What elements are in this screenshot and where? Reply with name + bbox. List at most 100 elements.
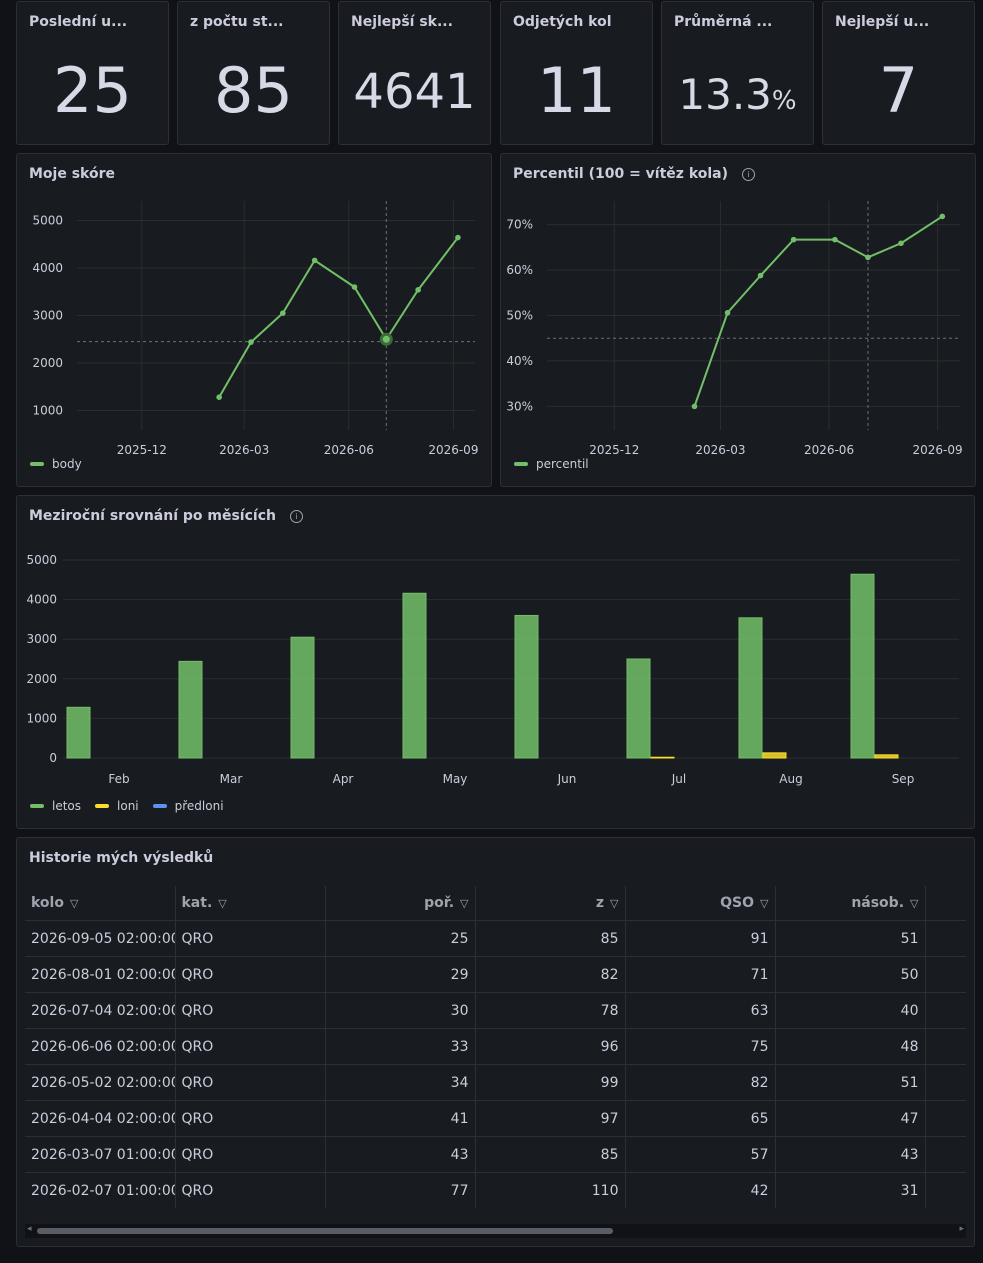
- stat-panel-best-rank[interactable]: Nejlepší u... 7: [822, 1, 975, 145]
- data-point: [790, 236, 797, 243]
- x-tick-label: May: [443, 772, 468, 786]
- cell-kat: QRO: [175, 1028, 326, 1065]
- y-tick-label: 2000: [26, 672, 57, 686]
- stat-panel-rounds[interactable]: Odjetých kol 11: [500, 1, 653, 145]
- bar-letos: [514, 614, 539, 759]
- table-row[interactable]: 2026-05-02 02:00:00 QRO 34 99 82 51: [25, 1064, 966, 1101]
- data-point: [691, 403, 698, 410]
- yoy-chart[interactable]: 0 1000 2000 3000 4000 5000 Feb Mar Apr May Jun Jul A…: [17, 496, 974, 828]
- y-tick-label: 0: [49, 751, 57, 765]
- legend-item[interactable]: loni: [95, 799, 139, 813]
- legend-item[interactable]: percentil: [514, 457, 589, 471]
- legend-label: percentil: [536, 457, 589, 471]
- cell-more: [925, 956, 966, 993]
- column-header-por[interactable]: poř. ▽: [325, 886, 476, 921]
- y-tick-label: 1000: [32, 404, 63, 418]
- cell-por: 41: [325, 1100, 476, 1137]
- table-row[interactable]: 2026-02-07 01:00:00 QRO 77 110 42 31: [25, 1172, 966, 1208]
- stat-panel-best-score[interactable]: Nejlepší sk... 4641: [338, 1, 491, 145]
- data-point: [939, 213, 946, 220]
- stat-value: 13.3%: [678, 70, 797, 119]
- score-chart[interactable]: 1000 2000 3000 4000 5000 2025-12 2026-03 2026-0…: [17, 154, 491, 486]
- chart-legend: body: [30, 457, 82, 471]
- data-point: [280, 310, 286, 316]
- panel-title: Historie mých výsledků: [29, 850, 214, 866]
- column-header-nasob[interactable]: násob. ▽: [775, 886, 926, 921]
- y-tick-label: 3000: [26, 632, 57, 646]
- data-point: [455, 234, 461, 241]
- cell-kolo: 2026-07-04 02:00:00: [25, 992, 176, 1029]
- cell-kolo: 2026-04-04 02:00:00: [25, 1100, 176, 1137]
- cell-kat: QRO: [175, 1064, 326, 1101]
- data-point: [379, 332, 393, 346]
- filter-icon[interactable]: ▽: [610, 897, 619, 910]
- data-point: [248, 339, 254, 345]
- legend-item[interactable]: předloni: [152, 799, 224, 813]
- info-icon[interactable]: i: [742, 168, 756, 181]
- x-tick-label: Feb: [108, 772, 129, 786]
- bar-letos: [402, 592, 427, 759]
- cell-nasob: 51: [775, 920, 926, 957]
- y-tick-label: 3000: [32, 309, 63, 323]
- history-table-panel[interactable]: Historie mých výsledků kolo ▽ kat. ▽ poř. ▽…: [16, 837, 975, 1247]
- chevron-left-icon[interactable]: ◂: [27, 1224, 32, 1234]
- table-row[interactable]: 2026-04-04 02:00:00 QRO 41 97 65 47: [25, 1100, 966, 1137]
- legend-label: body: [52, 457, 82, 471]
- score-chart-panel[interactable]: Moje skóre 1000 2000 3000 4000 5000 2025-12 20…: [16, 153, 492, 487]
- stat-value: 4641: [353, 64, 476, 120]
- cell-z: 78: [475, 992, 626, 1029]
- bar-letos: [178, 660, 203, 759]
- legend-item[interactable]: body: [30, 457, 82, 471]
- yoy-chart-panel[interactable]: Meziroční srovnání po měsících i 0 1000 200…: [16, 495, 975, 829]
- chevron-right-icon[interactable]: ▸: [959, 1224, 964, 1234]
- filter-icon[interactable]: ▽: [760, 897, 769, 910]
- x-tick-label: Apr: [333, 772, 354, 786]
- data-point: [865, 254, 871, 261]
- cell-more: [925, 1028, 966, 1065]
- bar-letos: [626, 658, 651, 759]
- stat-panel-average[interactable]: Průměrná ... 13.3%: [661, 1, 814, 145]
- cell-kat: QRO: [175, 1136, 326, 1173]
- cell-por: 34: [325, 1064, 476, 1101]
- series-line-body: [218, 236, 459, 398]
- table-row[interactable]: 2026-09-05 02:00:00 QRO 25 85 91 51: [25, 920, 966, 957]
- panel-title-text: Percentil (100 = vítěz kola): [513, 166, 729, 182]
- table-viewport[interactable]: kolo ▽ kat. ▽ poř. ▽ z ▽ QSO ▽ násob. ▽ 2026-0…: [25, 886, 966, 1210]
- stat-title: Odjetých kol: [513, 14, 612, 30]
- table-row[interactable]: 2026-08-01 02:00:00 QRO 29 82 71 50: [25, 956, 966, 993]
- column-header-kolo[interactable]: kolo ▽: [25, 886, 176, 921]
- legend-item[interactable]: letos: [30, 799, 81, 813]
- filter-icon[interactable]: ▽: [460, 897, 469, 910]
- x-tick-label: 2026-06: [804, 443, 854, 457]
- filter-icon[interactable]: ▽: [218, 897, 227, 910]
- table-row[interactable]: 2026-03-07 01:00:00 QRO 43 85 57 43: [25, 1136, 966, 1173]
- cell-por: 33: [325, 1028, 476, 1065]
- column-header-z[interactable]: z ▽: [475, 886, 626, 921]
- stat-panel-last-rank[interactable]: Poslední u... 25: [16, 1, 169, 145]
- info-icon[interactable]: i: [289, 510, 303, 523]
- stat-panel-participants[interactable]: z počtu st... 85: [177, 1, 330, 145]
- filter-icon[interactable]: ▽: [910, 897, 919, 910]
- horizontal-scrollbar[interactable]: ◂ ▸: [25, 1224, 966, 1238]
- x-tick-label: 2026-06: [324, 443, 374, 457]
- cell-kolo: 2026-08-01 02:00:00: [25, 956, 176, 993]
- panel-title-text: Meziroční srovnání po měsících: [29, 508, 276, 524]
- cell-kat: QRO: [175, 1172, 326, 1208]
- cell-qso: 82: [625, 1064, 776, 1101]
- panel-title: Moje skóre: [29, 166, 116, 182]
- cell-por: 77: [325, 1172, 476, 1208]
- chart-legend: letos loni předloni: [30, 799, 224, 813]
- column-header-qso[interactable]: QSO ▽: [625, 886, 776, 921]
- table-row[interactable]: 2026-06-06 02:00:00 QRO 33 96 75 48: [25, 1028, 966, 1065]
- bar-loni: [762, 752, 787, 759]
- table-header-row: kolo ▽ kat. ▽ poř. ▽ z ▽ QSO ▽ násob. ▽: [25, 886, 966, 921]
- filter-icon[interactable]: ▽: [69, 897, 79, 910]
- table-row[interactable]: 2026-07-04 02:00:00 QRO 30 78 63 40: [25, 992, 966, 1029]
- column-header-kat[interactable]: kat. ▽: [175, 886, 326, 921]
- scrollbar-thumb[interactable]: [37, 1228, 613, 1234]
- percentile-chart-panel[interactable]: Percentil (100 = vítěz kola) i 30% 40% 50% 6…: [500, 153, 976, 487]
- cell-kat: QRO: [175, 992, 326, 1029]
- x-tick-label: 2026-03: [219, 443, 269, 457]
- percentile-chart[interactable]: 30% 40% 50% 60% 70% 2025-12 2026-03 2026-06 2026…: [501, 154, 975, 486]
- y-tick-label: 4000: [32, 261, 63, 275]
